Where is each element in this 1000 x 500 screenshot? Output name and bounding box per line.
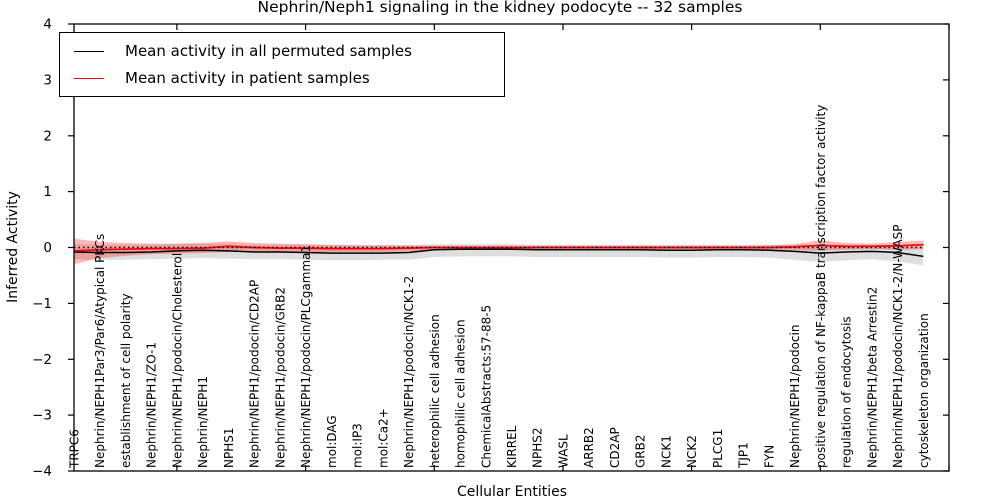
x-category-label: Nephrin/NEPH1 <box>196 376 210 468</box>
legend: Mean activity in all permuted samples Me… <box>59 32 505 97</box>
x-category-label: KIRREL <box>505 425 519 468</box>
x-category-label: Nephrin/NEPH1/podocin/GRB2 <box>273 287 287 468</box>
x-category-label: GRB2 <box>634 434 648 468</box>
x-category-label: FYN <box>762 445 776 468</box>
x-category-label: PLCG1 <box>711 429 725 468</box>
x-category-label: TRPC6 <box>68 429 82 469</box>
x-category-label: heterophilic cell adhesion <box>428 314 442 468</box>
y-tick-label: −1 <box>32 296 52 312</box>
x-category-label: ARRB2 <box>582 427 596 468</box>
x-category-label: homophilic cell adhesion <box>454 319 468 468</box>
x-category-label: mol:DAG <box>325 415 339 468</box>
x-category-label: Nephrin/NEPH1Par3/Par6/Atypical PKCs <box>93 234 107 468</box>
y-tick-label: −4 <box>32 464 52 480</box>
x-category-label: Nephrin/NEPH1/podocin/CD2AP <box>248 280 262 468</box>
y-tick-label: 2 <box>43 128 52 144</box>
x-category-label: NPHS1 <box>222 428 236 469</box>
y-tick-label: 3 <box>43 72 52 88</box>
x-category-label: CD2AP <box>608 427 622 468</box>
x-category-label: cytoskeleton organization <box>917 313 931 468</box>
y-tick-label: −3 <box>32 408 52 424</box>
confidence-band-patient <box>74 238 924 265</box>
x-category-label: regulation of endocytosis <box>840 316 854 468</box>
x-category-label: Nephrin/NEPH1/ZO-1 <box>145 342 159 468</box>
y-tick-label: 1 <box>43 184 52 200</box>
x-category-label: Nephrin/NEPH1/podocin/PLCgamma1 <box>299 245 313 468</box>
x-category-label: establishment of cell polarity <box>119 293 133 468</box>
legend-item-permuted: Mean activity in all permuted samples <box>60 41 504 61</box>
x-category-label: NPHS2 <box>531 428 545 469</box>
x-category-label: WASL <box>557 434 571 468</box>
mean-line-permuted <box>73 248 924 258</box>
x-category-label: ChemicalAbstracts:57-88-5 <box>479 305 493 468</box>
x-category-label: positive regulation of NF-kappaB transcr… <box>814 105 828 468</box>
y-axis-label: Inferred Activity <box>5 191 21 303</box>
x-axis-label: Cellular Entities <box>456 484 568 500</box>
x-category-label: mol:Ca2+ <box>376 408 390 468</box>
x-category-label: Nephrin/NEPH1/podocin/NCK1-2/N-WASP <box>891 225 905 468</box>
y-tick-label: 0 <box>43 240 52 256</box>
x-category-label: Nephrin/NEPH1/podocin/Cholesterol <box>170 253 184 468</box>
confidence-band-permuted <box>74 243 924 266</box>
legend-line-sample-red-icon <box>74 77 104 79</box>
x-category-label: Nephrin/NEPH1/beta Arrestin2 <box>865 287 879 468</box>
legend-label-permuted: Mean activity in all permuted samples <box>125 42 412 60</box>
x-category-label: Nephrin/NEPH1/podocin/NCK1-2 <box>402 276 416 468</box>
x-category-label: TJP1 <box>737 442 751 469</box>
x-category-label: mol:IP3 <box>351 423 365 468</box>
legend-label-patient: Mean activity in patient samples <box>125 69 370 87</box>
x-category-label: NCK1 <box>659 435 673 468</box>
chart-title: Nephrin/Neph1 signaling in the kidney po… <box>257 0 743 16</box>
legend-line-sample-black-icon <box>74 50 104 52</box>
y-tick-label: −2 <box>32 352 52 368</box>
x-category-label: Nephrin/NEPH1/podocin <box>788 325 802 468</box>
legend-item-patient: Mean activity in patient samples <box>60 68 504 88</box>
y-tick-label: 4 <box>43 17 52 33</box>
x-category-label: NCK2 <box>685 435 699 468</box>
